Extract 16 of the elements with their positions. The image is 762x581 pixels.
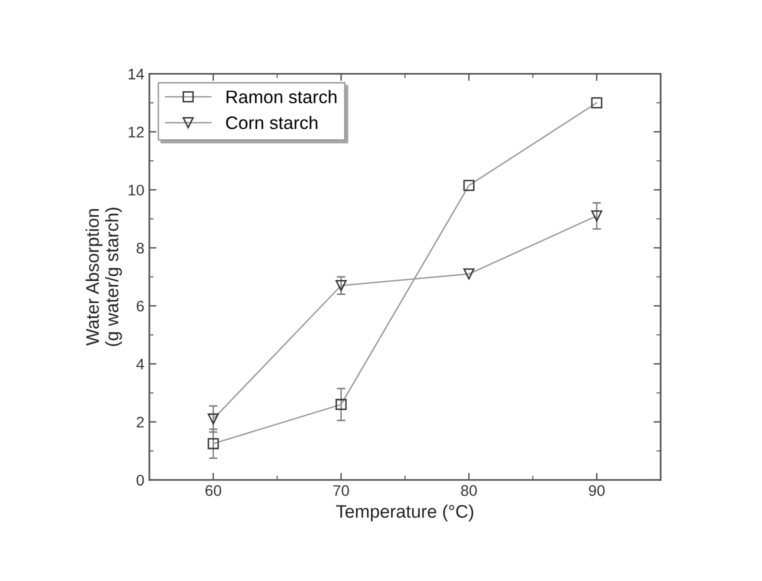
y-tick-label: 12 xyxy=(128,126,144,138)
y-tick-label: 14 xyxy=(128,68,144,80)
x-axis-title: Temperature (°C) xyxy=(336,504,474,522)
y-tick-label: 4 xyxy=(136,358,144,370)
y-tick-label: 10 xyxy=(128,184,144,196)
x-tick-label: 80 xyxy=(461,485,477,496)
y-tick-label: 2 xyxy=(136,416,144,428)
x-tick-label: 90 xyxy=(588,485,605,496)
legend-label: Ramon starch xyxy=(226,90,336,104)
y-tick-label: 0 xyxy=(136,474,144,486)
x-tick-label: 70 xyxy=(333,485,349,496)
y-tick-label: 6 xyxy=(136,300,144,312)
legend-label: Corn starch xyxy=(226,116,318,130)
y-axis-title: Water Absorption (g water/g starch) xyxy=(86,208,122,346)
y-tick-label: 8 xyxy=(136,242,144,254)
x-tick-label: 60 xyxy=(206,485,222,496)
